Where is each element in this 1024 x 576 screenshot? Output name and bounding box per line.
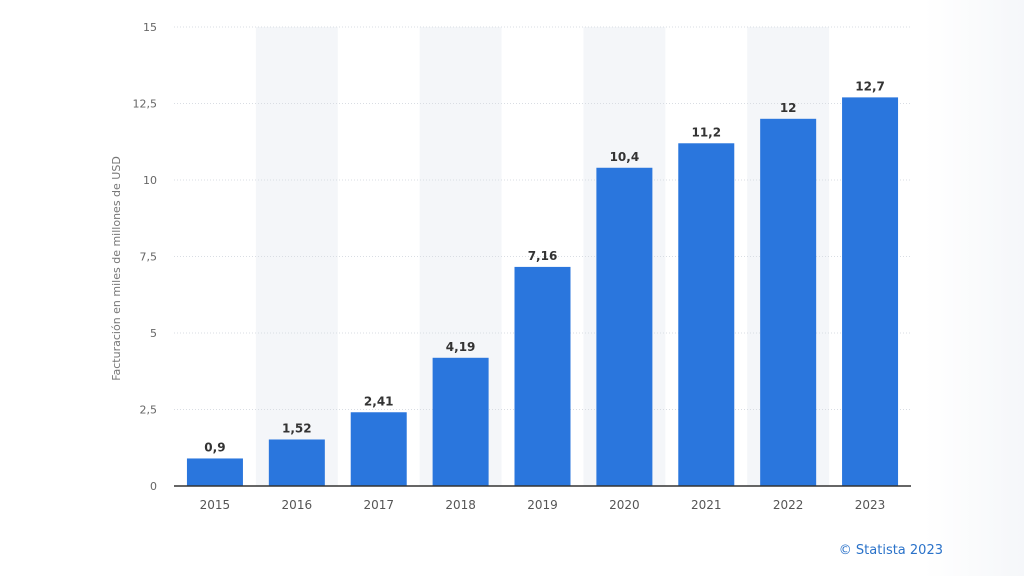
x-tick-label: 2017 (363, 498, 394, 512)
x-tick-label: 2021 (691, 498, 722, 512)
y-tick-label: 15 (143, 21, 157, 34)
x-tick-label: 2015 (200, 498, 231, 512)
bar-2019 (514, 266, 571, 486)
y-tick-label: 10 (143, 174, 157, 187)
bar-2015 (186, 458, 243, 486)
bar-2023 (842, 97, 899, 486)
y-tick-label: 5 (150, 327, 157, 340)
data-label-2019: 7,16 (528, 249, 558, 263)
y-tick-label: 12,5 (133, 98, 158, 111)
bar-2020 (596, 167, 653, 486)
bar-2017 (350, 412, 407, 486)
data-label-2016: 1,52 (282, 421, 312, 435)
y-tick-label: 0 (150, 480, 157, 493)
data-label-2018: 4,19 (446, 340, 476, 354)
x-tick-label: 2018 (445, 498, 476, 512)
x-tick-label: 2023 (855, 498, 886, 512)
background-band (255, 27, 338, 486)
bars (186, 97, 899, 487)
data-label-2021: 11,2 (691, 125, 721, 139)
data-label-2023: 12,7 (855, 79, 885, 93)
x-tick-label: 2020 (609, 498, 640, 512)
right-edge-fade (924, 0, 1024, 576)
bar-2021 (678, 143, 735, 486)
x-tick-label: 2016 (282, 498, 313, 512)
data-labels: 0,9 1,52 2,41 4,19 7,16 10,4 11,2 12 12,7 (204, 79, 885, 454)
x-tick-label: 2022 (773, 498, 804, 512)
bar-2022 (760, 118, 817, 487)
data-label-2022: 12 (780, 101, 797, 115)
y-tick-label: 7,5 (140, 251, 158, 264)
y-axis-label: Facturación en miles de millones de USD (110, 156, 123, 381)
data-label-2015: 0,9 (204, 440, 225, 454)
bar-2016 (268, 439, 325, 486)
data-label-2017: 2,41 (364, 394, 394, 408)
statista-credit[interactable]: © Statista 2023 (838, 543, 943, 558)
x-tick-label: 2019 (527, 498, 558, 512)
y-tick-label: 2,5 (140, 404, 158, 417)
data-label-2020: 10,4 (610, 150, 640, 164)
x-axis-ticks: 2015 2016 2017 2018 2019 2020 2021 2022 2023 (200, 498, 886, 512)
bar-2018 (432, 357, 489, 486)
y-axis-ticks: 0 2,5 5 7,5 10 12,5 15 (133, 21, 158, 493)
